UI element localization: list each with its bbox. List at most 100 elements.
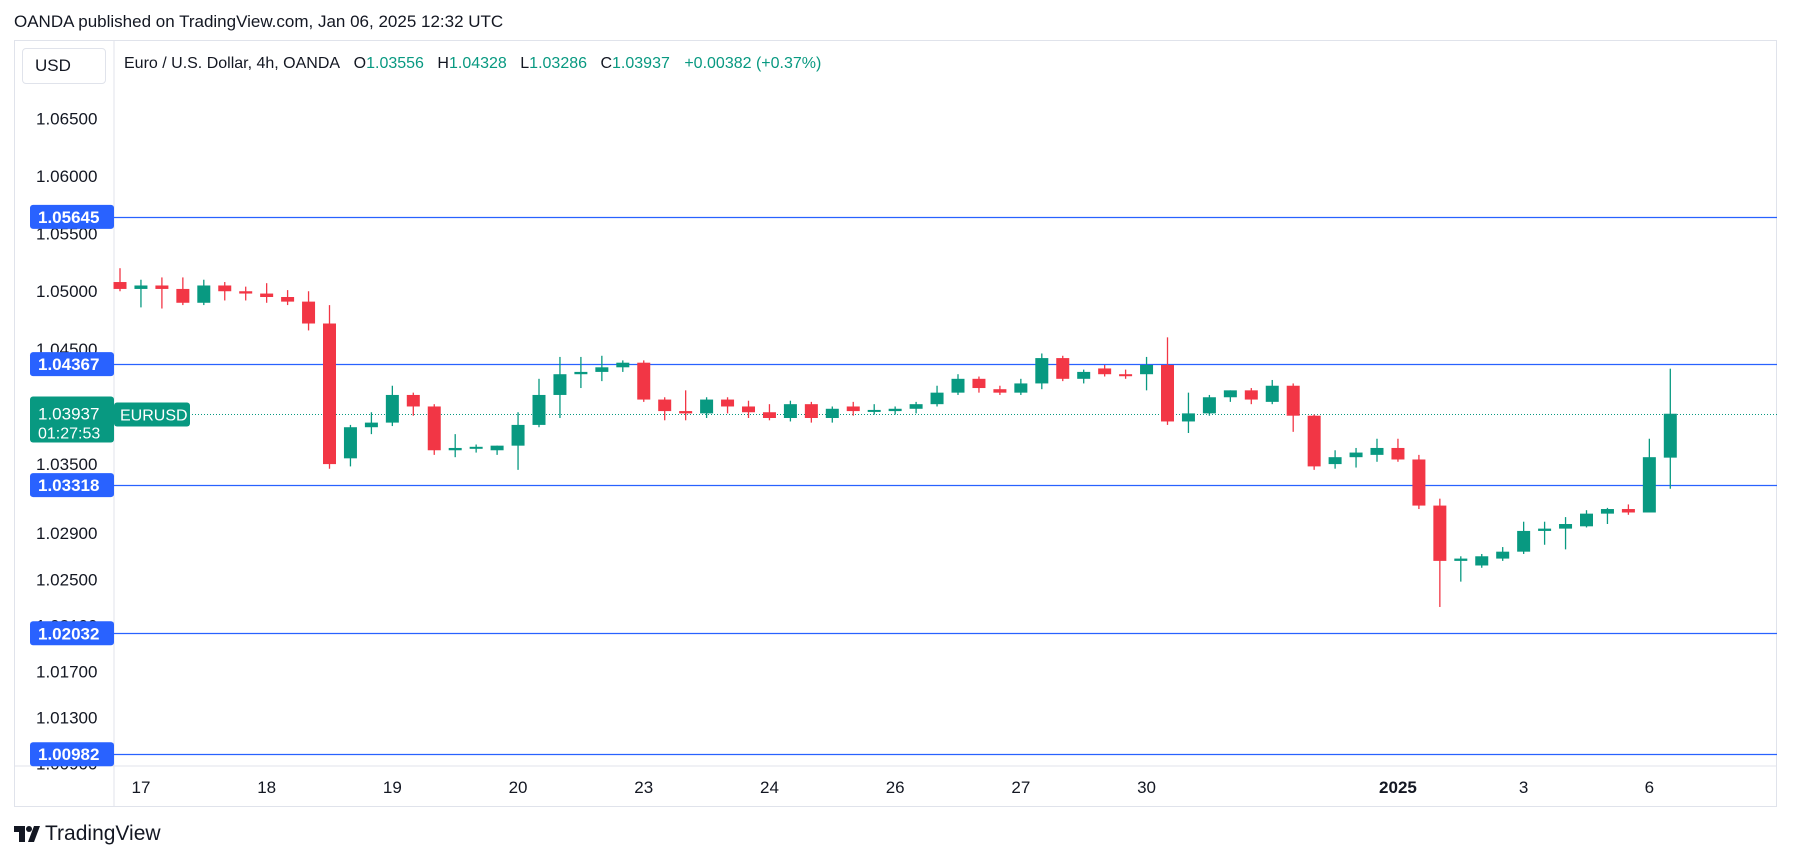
level-price-tag [30, 473, 114, 498]
countdown-label: 01:27:53 [38, 426, 100, 443]
candle-body-down [742, 406, 755, 413]
time-tick-label: 26 [886, 778, 905, 797]
candle-body-up [1014, 383, 1028, 393]
price-tick-label: 1.05000 [36, 282, 97, 301]
candle-body-up [1328, 457, 1342, 465]
high-value: 1.04328 [448, 55, 507, 72]
price-tick-label: 1.01300 [36, 709, 97, 728]
candle-body-up [1538, 528, 1552, 531]
price-tick-label: 1.03500 [36, 455, 97, 474]
candle-body-down [1286, 385, 1300, 416]
low-value: 1.03286 [529, 55, 588, 72]
chart-legend: Euro / U.S. Dollar, 4h, OANDA O1.03556 H… [124, 55, 821, 73]
level-price-tag [30, 621, 114, 646]
candle-body-down [1244, 390, 1258, 400]
candle-body-up [1475, 556, 1489, 566]
level-price-tag-label: 1.03318 [38, 476, 99, 495]
candle-body-up [1077, 371, 1091, 379]
candle-body-up [825, 408, 839, 418]
candle-body-down [1621, 509, 1635, 513]
candle-body-up [595, 367, 609, 372]
candle-body-down [1119, 374, 1133, 377]
time-tick-label: 30 [1137, 778, 1156, 797]
candle-body-up [1223, 390, 1237, 398]
candle-body-up [1035, 358, 1049, 384]
current-price-tag-label: 1.03937 [38, 405, 99, 424]
candle-body-up [1496, 551, 1510, 559]
candle-body-down [846, 406, 860, 412]
time-tick-label: 19 [383, 778, 402, 797]
candle-body-up [1559, 524, 1573, 529]
candle-body-down [427, 406, 441, 451]
candle-body-up [364, 422, 378, 428]
candle-body-up [783, 404, 797, 418]
candle-body-down [155, 285, 169, 289]
candle-body-up [197, 285, 211, 303]
candle-body-up [490, 445, 504, 451]
candle-body-up [951, 378, 965, 393]
candle-body-down [218, 285, 232, 292]
open-label: O [353, 55, 367, 72]
candle-body-up [343, 427, 357, 459]
candle-body-up [574, 371, 588, 375]
close-label: C [600, 55, 613, 72]
time-tick-label: 2025 [1379, 778, 1417, 797]
candle-body-down [1098, 368, 1112, 375]
candle-body-down [260, 293, 274, 298]
candle-body-up [930, 392, 944, 405]
candle-body-up [1642, 457, 1656, 513]
candle-body-down [721, 399, 735, 407]
time-tick-label: 6 [1645, 778, 1654, 797]
level-price-tag-label: 1.04367 [38, 355, 99, 374]
time-tick-label: 20 [509, 778, 528, 797]
level-price-tag-label: 1.02032 [38, 624, 99, 643]
candle-body-down [406, 394, 420, 407]
candle-body-down [1161, 364, 1174, 422]
candle-body-up [553, 374, 567, 395]
candle-body-up [1202, 397, 1216, 414]
candle-body-down [993, 389, 1007, 393]
candle-body-down [1307, 415, 1321, 467]
candle-body-down [176, 288, 190, 303]
price-tick-label: 1.06500 [36, 109, 97, 128]
candle-body-up [616, 362, 630, 368]
candle-body-up [511, 424, 525, 446]
time-tick-label: 24 [760, 778, 779, 797]
symbol-tag-label: EURUSD [120, 408, 188, 425]
time-tick-label: 3 [1519, 778, 1528, 797]
candle-body-up [909, 404, 923, 409]
candle-body-up [1663, 413, 1677, 458]
price-tick-label: 1.01700 [36, 663, 97, 682]
time-tick-label: 23 [634, 778, 653, 797]
instrument-title: Euro / U.S. Dollar, 4h, OANDA [124, 55, 340, 72]
tradingview-logo-text: TradingView [45, 822, 161, 845]
level-price-tag-label: 1.05645 [38, 208, 99, 227]
candle-body-down [1391, 447, 1405, 460]
candle-body-up [700, 399, 714, 414]
candle-body-down [302, 301, 316, 324]
candle-body-up [532, 394, 546, 425]
tradingview-logo-icon [14, 826, 40, 842]
candle-body-down [1433, 505, 1447, 561]
currency-button[interactable]: USD [22, 48, 106, 84]
candle-body-up [1349, 452, 1363, 458]
candle-body-up [1517, 530, 1531, 552]
candle-body-down [281, 297, 295, 302]
low-label: L [520, 55, 530, 72]
tradingview-logo[interactable]: TradingView [14, 822, 161, 846]
candle-body-up [1140, 364, 1154, 375]
price-tick-label: 1.06000 [36, 167, 97, 186]
published-header: OANDA published on TradingView.com, Jan … [14, 12, 504, 31]
candle-body-down [113, 282, 127, 289]
candle-body-up [469, 446, 483, 449]
candle-body-up [1580, 513, 1593, 527]
candle-body-down [1412, 459, 1426, 506]
open-value: 1.03556 [366, 55, 424, 72]
candle-body-up [1265, 385, 1279, 402]
candle-body-down [323, 323, 336, 465]
candle-body-down [762, 412, 776, 418]
candle-body-down [972, 378, 986, 389]
time-tick-label: 17 [131, 778, 150, 797]
level-price-tag [30, 352, 114, 377]
